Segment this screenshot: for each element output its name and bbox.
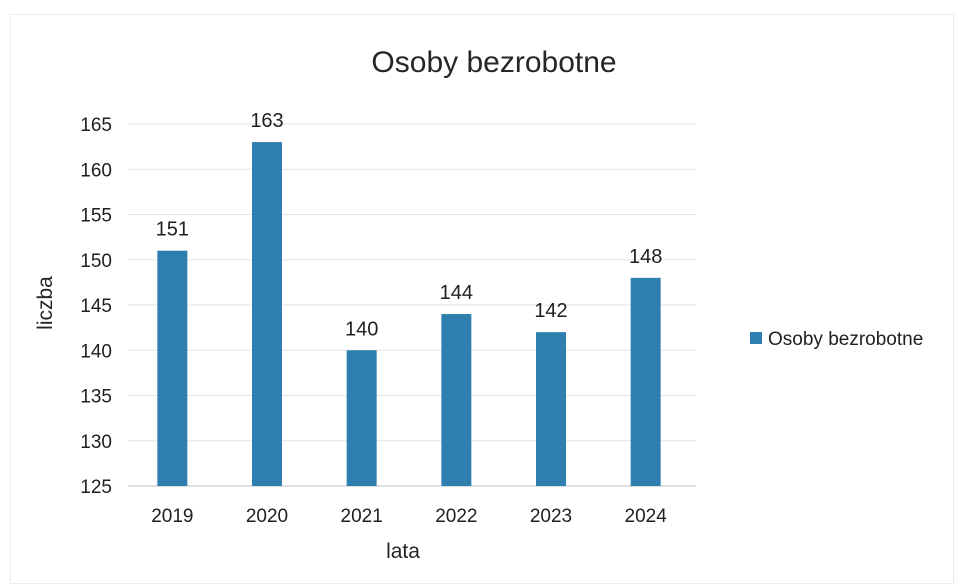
data-label-2022: 144 xyxy=(440,282,473,304)
x-tick-label: 2024 xyxy=(625,506,668,527)
data-label-2021: 140 xyxy=(345,318,378,340)
y-tick-label: 125 xyxy=(80,477,112,498)
y-axis-ticks: 125 130 135 140 145 150 155 160 165 xyxy=(80,115,112,498)
legend-label: Osoby bezrobotne xyxy=(768,329,923,350)
chart-title: Osoby bezrobotne xyxy=(371,46,616,79)
legend-swatch xyxy=(750,332,762,344)
data-label-2019: 151 xyxy=(156,219,189,241)
y-tick-label: 165 xyxy=(80,115,112,136)
y-tick-label: 130 xyxy=(80,432,112,453)
bar-2019 xyxy=(157,250,188,486)
x-axis-label: lata xyxy=(386,540,420,563)
legend: Osoby bezrobotne xyxy=(750,329,923,350)
y-tick-label: 145 xyxy=(80,296,112,317)
bar-2020 xyxy=(252,142,282,486)
data-label-2020: 163 xyxy=(250,110,283,132)
x-axis-ticks: 2019 2020 2021 2022 2023 2024 xyxy=(151,506,667,527)
data-labels: 151 163 140 144 142 148 xyxy=(156,110,663,340)
bar-2023 xyxy=(536,332,566,486)
x-tick-label: 2020 xyxy=(246,506,288,527)
data-label-2024: 148 xyxy=(629,246,662,268)
data-label-2023: 142 xyxy=(534,300,567,322)
y-tick-label: 140 xyxy=(80,341,112,362)
y-tick-label: 160 xyxy=(80,160,112,181)
x-tick-label: 2021 xyxy=(341,506,383,527)
bar-2021 xyxy=(346,350,377,486)
x-tick-label: 2019 xyxy=(151,506,193,527)
x-tick-label: 2022 xyxy=(435,506,477,527)
y-tick-label: 155 xyxy=(80,206,112,227)
bar-2022 xyxy=(441,314,472,486)
x-tick-label: 2023 xyxy=(530,506,572,527)
y-axis-label: liczba xyxy=(34,276,57,330)
bars xyxy=(157,142,661,486)
gridlines xyxy=(128,123,696,487)
bar-2024 xyxy=(630,277,661,486)
y-tick-label: 150 xyxy=(80,251,112,272)
y-tick-label: 135 xyxy=(80,387,112,408)
